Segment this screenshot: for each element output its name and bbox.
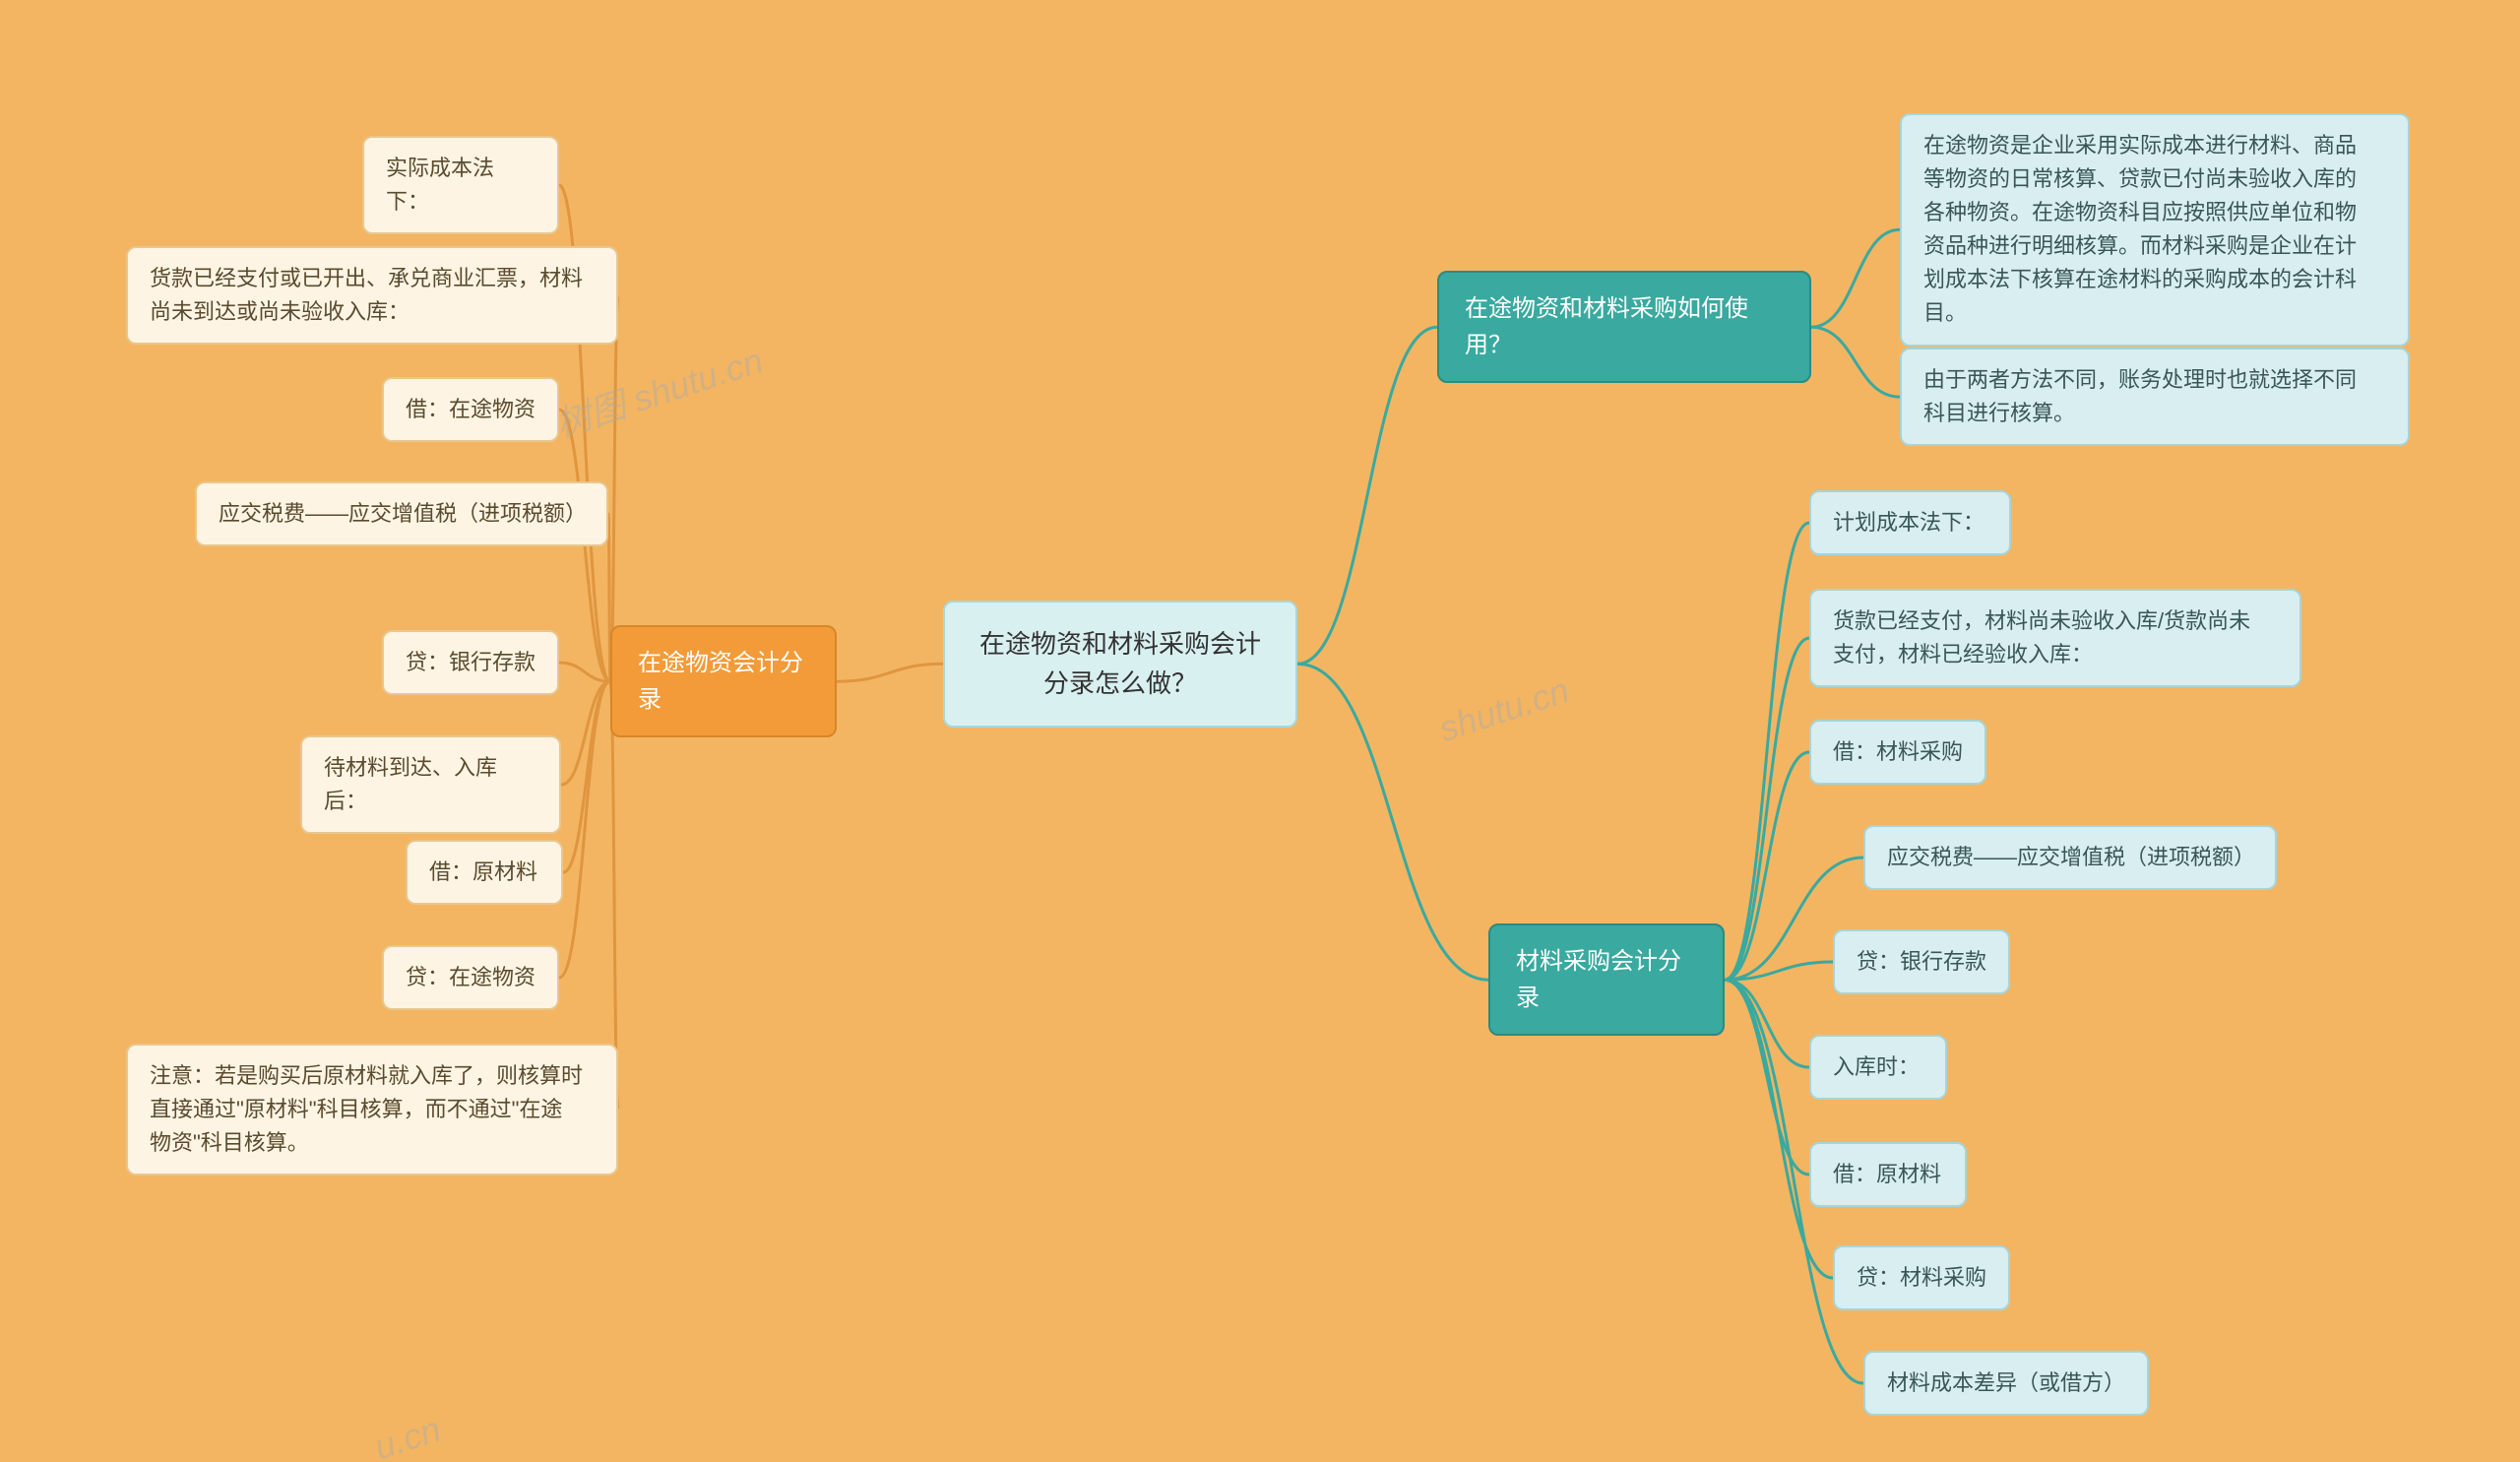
left-branch-main[interactable]: 在途物资会计分录 [610, 625, 837, 737]
right-leaf[interactable]: 贷：材料采购 [1833, 1245, 2010, 1310]
watermark: shutu.cn [1434, 669, 1574, 750]
right-leaf[interactable]: 应交税费——应交增值税（进项税额） [1863, 825, 2277, 890]
right-leaf[interactable]: 借：原材料 [1809, 1142, 1967, 1207]
left-leaf[interactable]: 借：原材料 [406, 840, 563, 905]
left-leaf[interactable]: 借：在途物资 [382, 377, 559, 442]
watermark: 树图 shutu.cn [548, 333, 768, 448]
root-node[interactable]: 在途物资和材料采购会计 分录怎么做？ [943, 601, 1297, 728]
right-leaf[interactable]: 借：材料采购 [1809, 720, 1986, 785]
left-leaf[interactable]: 注意：若是购买后原材料就入库了，则核算时 直接通过"原材料"科目核算，而不通过"… [126, 1044, 618, 1176]
left-leaf[interactable]: 实际成本法下： [362, 136, 559, 234]
left-leaf[interactable]: 待材料到达、入库后： [300, 735, 561, 834]
right-leaf[interactable]: 材料成本差异（或借方） [1863, 1351, 2149, 1416]
right-leaf[interactable]: 贷：银行存款 [1833, 929, 2010, 994]
right-leaf[interactable]: 计划成本法下： [1809, 490, 2011, 555]
left-leaf[interactable]: 货款已经支付或已开出、承兑商业汇票，材料 尚未到达或尚未验收入库： [126, 246, 618, 345]
right-branch-1-main[interactable]: 在途物资和材料采购如何使用？ [1437, 271, 1811, 383]
left-leaf[interactable]: 应交税费——应交增值税（进项税额） [195, 481, 608, 546]
left-leaf[interactable]: 贷：银行存款 [382, 630, 559, 695]
right-leaf[interactable]: 由于两者方法不同，账务处理时也就选择不同 科目进行核算。 [1900, 348, 2410, 446]
right-leaf[interactable]: 入库时： [1809, 1035, 1947, 1100]
left-leaf[interactable]: 贷：在途物资 [382, 945, 559, 1010]
right-leaf[interactable]: 在途物资是企业采用实际成本进行材料、商品 等物资的日常核算、贷款已付尚未验收入库… [1900, 113, 2410, 347]
right-branch-2-main[interactable]: 材料采购会计分录 [1488, 923, 1725, 1036]
watermark: u.cn [369, 1409, 446, 1462]
right-leaf[interactable]: 货款已经支付，材料尚未验收入库/货款尚未 支付，材料已经验收入库： [1809, 589, 2301, 687]
